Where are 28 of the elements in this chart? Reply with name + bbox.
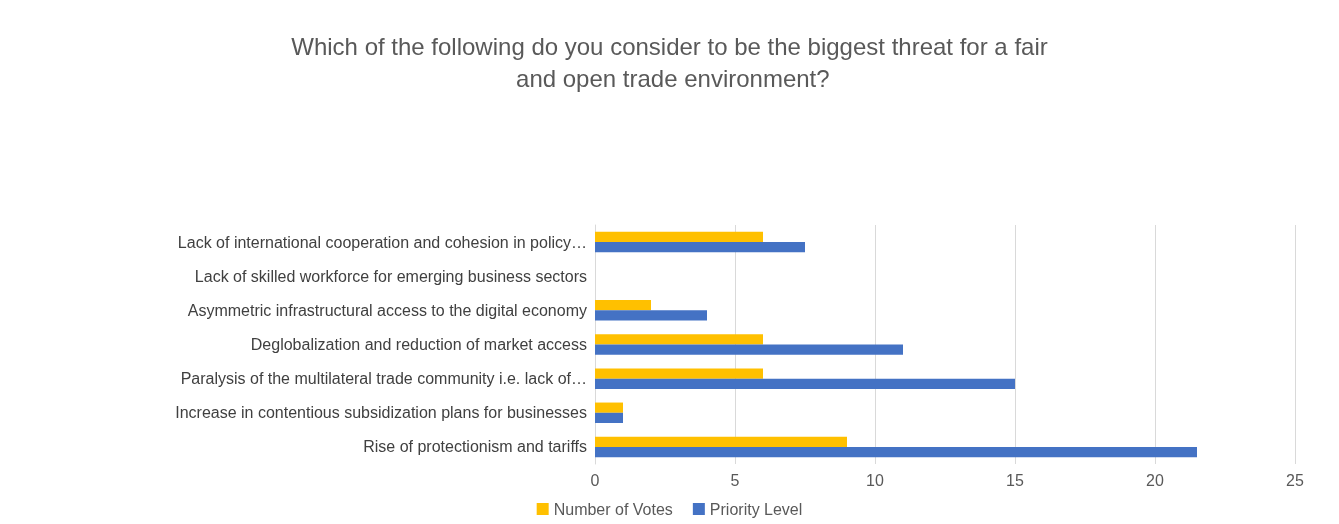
bar [595,334,763,345]
bar [595,344,903,355]
y-tick-label: Asymmetric infrastructural access to the digital economy [187,301,587,319]
bar [595,242,805,253]
bar [595,412,623,424]
y-tick-label: Deglobalization and reduction of market access [250,336,587,353]
bar [595,378,1015,389]
legend-label: Priority Level [709,500,803,518]
y-tick-label: Increase in contentious subsidization plans for businesses [175,404,587,422]
x-tick-label: 10 [866,471,884,489]
y-tick-label: Paralysis of the multilateral trade community i.e. lack of… [180,370,587,388]
x-tick-label: 15 [1006,471,1024,489]
legend-label: Number of Votes [553,500,673,518]
x-tick-label: 5 [730,471,740,489]
bar [595,231,763,243]
y-tick-label: Rise of protectionism and tariffs [363,438,587,456]
bar [595,446,1197,458]
bar [595,436,847,447]
y-tick-label: Lack of international cooperation and cohesion in policy… [177,233,587,251]
bar [595,310,707,321]
x-tick-label: 25 [1286,471,1304,489]
y-tick-label: Lack of skilled workforce for emerging business sectors [194,267,587,285]
bar [595,300,651,311]
bar [595,368,763,379]
x-tick-label: 20 [1146,471,1164,489]
x-tick-label: 0 [590,471,600,489]
bar [595,402,623,413]
chart-title: Which of the following do you consider to be the biggest threat for a fair and open trade environment? [291,32,1048,92]
